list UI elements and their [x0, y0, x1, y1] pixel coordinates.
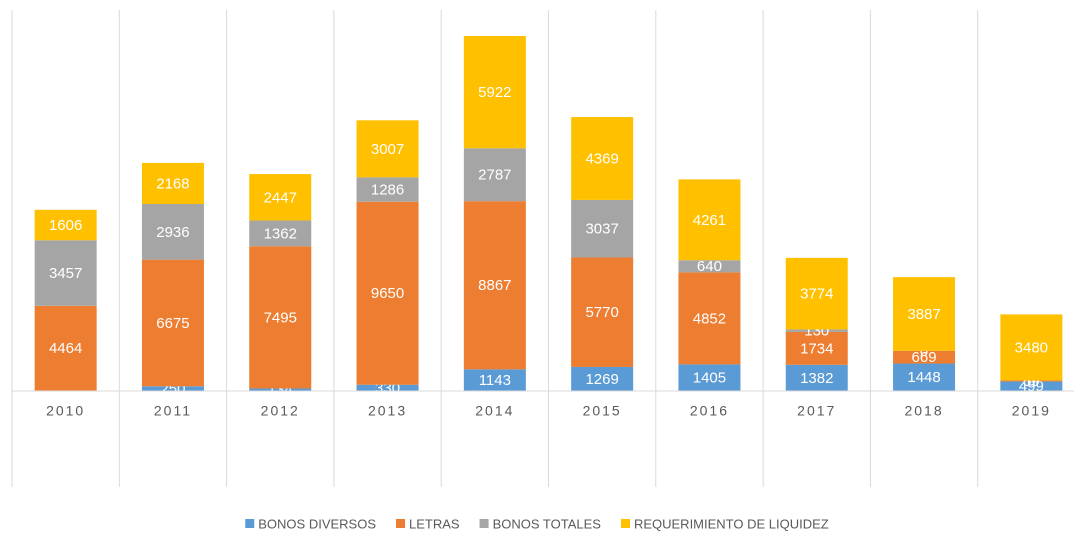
bar-segment	[141, 259, 204, 387]
x-tick-label: 2016	[690, 403, 729, 419]
data-label: 4369	[585, 150, 618, 167]
data-label: 640	[697, 258, 722, 275]
bar-segment	[785, 331, 848, 365]
legend: BONOS DIVERSOS LETRAS BONOS TOTALES REQUERI…	[245, 516, 829, 531]
bar-segment	[356, 384, 419, 391]
data-label: 2447	[264, 189, 297, 206]
data-label: 3457	[49, 265, 82, 282]
bar-segment	[463, 201, 526, 370]
bar-segment	[785, 257, 848, 330]
data-label: 1362	[264, 225, 297, 242]
data-label: 1405	[693, 370, 726, 387]
data-label: 9650	[371, 285, 404, 302]
legend-swatch	[479, 519, 489, 528]
data-label: 5922	[478, 84, 511, 101]
bar-segment	[1000, 381, 1063, 391]
bar-segment	[141, 162, 204, 204]
bar-segment	[141, 386, 204, 391]
bar-segment	[571, 366, 634, 391]
bar-segment	[463, 369, 526, 391]
data-label: 3480	[1015, 339, 1048, 356]
data-label: 2168	[156, 175, 189, 192]
data-label: 1382	[800, 370, 833, 387]
bar-segment	[893, 363, 956, 391]
bar-segment	[34, 305, 97, 391]
legend-label: REQUERIMIENTO DE LIQUIDEZ	[634, 516, 829, 531]
data-label: 1734	[800, 340, 833, 357]
data-label: 0	[1027, 372, 1035, 389]
data-label: 8867	[478, 277, 511, 294]
bar-segment	[249, 220, 312, 247]
data-label: 7495	[264, 309, 297, 326]
bar-segment	[141, 203, 204, 260]
data-label: 0	[920, 343, 928, 360]
x-tick-label: 2017	[797, 403, 836, 419]
data-label: 1606	[49, 217, 82, 234]
bar-segment	[571, 199, 634, 258]
bar-segment	[571, 117, 634, 200]
legend-swatch	[396, 519, 405, 528]
legend-label: BONOS DIVERSOS	[258, 516, 376, 531]
x-tick-label: 2012	[261, 403, 300, 419]
legend-label: LETRAS	[409, 516, 460, 531]
data-label: 4464	[49, 340, 82, 357]
bar-segment	[1000, 314, 1063, 381]
bar-segment	[678, 272, 741, 365]
bar-segment	[678, 364, 741, 391]
x-tick-label: 2013	[368, 403, 407, 419]
data-label: 3887	[907, 306, 940, 323]
bar-segment	[356, 120, 419, 178]
bar-segment	[249, 246, 312, 389]
x-tick-label: 2014	[475, 403, 514, 419]
data-label: 1269	[585, 371, 618, 388]
data-label: 3774	[800, 286, 833, 303]
legend-label: BONOS TOTALES	[493, 516, 602, 531]
bar-segment	[463, 36, 526, 149]
data-label: 1286	[371, 182, 404, 199]
data-label: 3037	[585, 221, 618, 238]
bar-segment	[678, 179, 741, 261]
bar-segment	[1000, 380, 1063, 382]
bar-segment	[893, 277, 956, 351]
bar-segment	[678, 260, 741, 273]
x-tick-label: 2011	[154, 403, 192, 419]
data-label: 1448	[907, 369, 940, 386]
data-label: 669	[912, 349, 937, 366]
data-label: 1143	[479, 372, 511, 389]
data-label: 2936	[156, 224, 189, 241]
bar-segment	[34, 209, 97, 241]
bar-segment	[356, 177, 419, 202]
bar-segment	[249, 388, 312, 391]
bar-segment	[785, 329, 848, 332]
legend-swatch	[245, 519, 255, 528]
bar-segment	[34, 240, 97, 306]
data-label: 3007	[371, 141, 404, 158]
data-label: 5770	[585, 304, 618, 321]
bar-segment	[463, 148, 526, 202]
bar-segment	[571, 257, 634, 367]
x-tick-label: 2018	[904, 403, 943, 419]
bar-segment	[356, 201, 419, 385]
bar-segment	[893, 350, 956, 364]
data-label: 2787	[478, 167, 511, 184]
x-tick-label: 2019	[1012, 403, 1051, 419]
legend-swatch	[620, 519, 630, 528]
x-tick-label: 2010	[46, 403, 85, 419]
data-label: 6675	[156, 315, 189, 332]
bar-segment	[249, 174, 312, 221]
x-tick-label: 2015	[583, 403, 622, 419]
bar-segment	[785, 364, 848, 391]
data-label: 4852	[693, 310, 726, 327]
data-label: 4261	[693, 212, 726, 229]
